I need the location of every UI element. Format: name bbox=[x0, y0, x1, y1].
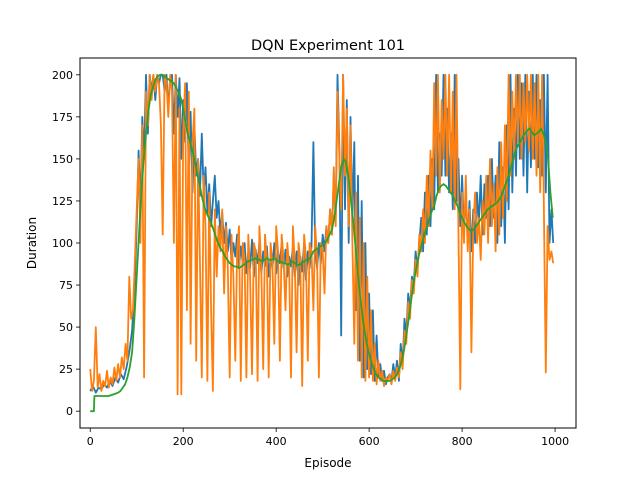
y-tick-label: 200 bbox=[52, 69, 73, 82]
x-tick-label: 200 bbox=[173, 435, 194, 448]
y-tick-label: 175 bbox=[52, 111, 73, 124]
y-axis-label: Duration bbox=[25, 217, 39, 269]
x-axis-ticks: 0 200 400 600 800 1000 bbox=[87, 428, 569, 448]
plot-area: 0 200 400 600 800 1000 0 25 50 75 100 125 150 175 200 bbox=[52, 57, 577, 448]
y-axis-ticks: 0 25 50 75 100 125 150 175 200 bbox=[52, 69, 80, 418]
y-tick-label: 75 bbox=[59, 279, 73, 292]
y-tick-label: 125 bbox=[52, 195, 73, 208]
chart-title: DQN Experiment 101 bbox=[251, 38, 405, 54]
x-axis-label: Episode bbox=[304, 456, 351, 470]
y-tick-label: 150 bbox=[52, 153, 73, 166]
x-tick-label: 1000 bbox=[541, 435, 569, 448]
x-tick-label: 600 bbox=[359, 435, 380, 448]
series-layer bbox=[89, 73, 555, 413]
y-tick-label: 0 bbox=[66, 405, 73, 418]
series-line-2 bbox=[89, 73, 555, 396]
x-tick-label: 0 bbox=[87, 435, 94, 448]
y-tick-label: 25 bbox=[59, 363, 73, 376]
x-tick-label: 400 bbox=[266, 435, 287, 448]
x-tick-label: 800 bbox=[452, 435, 473, 448]
series-line-3 bbox=[90, 73, 554, 413]
y-tick-label: 50 bbox=[59, 321, 73, 334]
y-tick-label: 100 bbox=[52, 237, 73, 250]
